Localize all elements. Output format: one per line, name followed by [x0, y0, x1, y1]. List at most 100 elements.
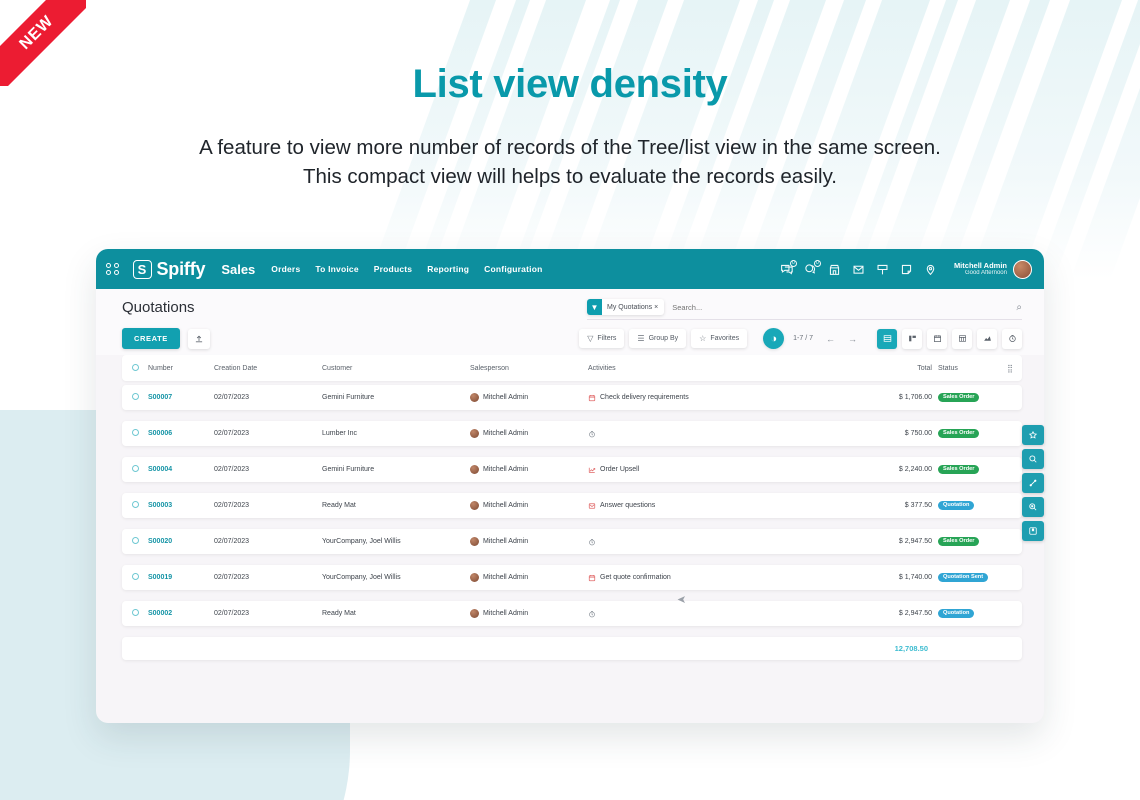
table-row[interactable]: S00006 02/07/2023 Lumber Inc Mitchell Admin… [122, 421, 1022, 446]
search-icon[interactable]: ⌕ [1016, 301, 1022, 313]
row-checkbox[interactable] [132, 393, 148, 402]
status-badge: Quotation [938, 608, 975, 619]
cell-total: $ 2,947.50 [898, 610, 932, 617]
messages-badge: 0 [789, 259, 797, 267]
hero-section: List view density A feature to view more… [0, 0, 1140, 191]
location-pin-icon[interactable] [924, 263, 937, 276]
cell-number[interactable]: S00003 [148, 502, 173, 509]
cell-activities[interactable]: Get quote confirmation [588, 574, 858, 582]
table-row[interactable]: S00019 02/07/2023 YourCompany, Joel Willis… [122, 565, 1022, 590]
menu-item-products[interactable]: Products [373, 264, 413, 274]
page-title: List view density [412, 62, 728, 106]
cell-activities[interactable]: Order Upsell [588, 466, 858, 474]
menu-item-orders[interactable]: Orders [271, 264, 301, 274]
status-badge: Sales Order [938, 464, 980, 475]
filters-button[interactable]: ▽ Filters [579, 329, 625, 348]
cell-activities[interactable] [588, 430, 858, 438]
system-icons: 0 0 Mitchell Admin [780, 259, 1032, 279]
favorite-star-button[interactable] [1022, 425, 1044, 445]
new-ribbon-label: NEW [0, 0, 86, 86]
shop-icon[interactable] [828, 263, 841, 276]
messages-icon[interactable]: 0 [780, 259, 797, 276]
cell-number[interactable]: S00004 [148, 466, 173, 473]
column-header-customer[interactable]: Customer [322, 364, 353, 372]
density-toggle-icon[interactable]: ◑ [763, 328, 785, 349]
row-checkbox[interactable] [132, 537, 148, 546]
apps-grid-icon[interactable] [106, 262, 119, 276]
mail-icon[interactable] [852, 263, 865, 276]
pager-count: 1-7 / 7 [793, 335, 813, 342]
user-menu[interactable]: Mitchell Admin Good Afternoon [954, 259, 1032, 279]
cell-activities[interactable] [588, 538, 858, 546]
arrow-right-icon[interactable]: → [848, 333, 857, 344]
graph-view-icon[interactable] [977, 328, 997, 349]
column-header-creation-date[interactable]: Creation Date [214, 364, 258, 372]
brand-logo[interactable]: S Spiffy [132, 259, 206, 280]
favorites-button[interactable]: ☆ Favorites [691, 329, 748, 348]
activity-label: Order Upsell [600, 466, 640, 473]
discuss-icon[interactable]: 0 [804, 259, 821, 276]
activity-view-icon[interactable] [1002, 328, 1022, 349]
cell-number[interactable]: S00007 [148, 394, 173, 401]
row-checkbox[interactable] [132, 501, 148, 510]
menu-item-reporting[interactable]: Reporting [427, 264, 470, 274]
row-checkbox[interactable] [132, 465, 148, 474]
search-input[interactable] [672, 302, 1017, 312]
cell-number[interactable]: S00006 [148, 430, 173, 437]
clock-icon [588, 430, 596, 438]
kanban-view-icon[interactable] [902, 328, 922, 349]
table-row[interactable]: S00003 02/07/2023 Ready Mat Mitchell Admin A… [122, 493, 1022, 518]
search-facet-my-quotations[interactable]: ▼ My Quotations × [587, 299, 665, 315]
cell-activities[interactable] [588, 610, 858, 618]
cell-number[interactable]: S00019 [148, 574, 173, 581]
column-options-icon[interactable]: ⣿ [1007, 363, 1013, 373]
column-header-status[interactable]: Status [938, 364, 958, 372]
cell-total: $ 2,240.00 [898, 466, 932, 473]
calendar-view-icon[interactable] [927, 328, 947, 349]
cell-activities[interactable]: Check delivery requirements [588, 394, 858, 402]
row-checkbox[interactable] [132, 573, 148, 582]
create-button[interactable]: CREATE [122, 328, 180, 349]
note-icon[interactable] [900, 263, 913, 276]
cell-number[interactable]: S00020 [148, 538, 173, 545]
table-row[interactable]: S00004 02/07/2023 Gemini Furniture Mitchell… [122, 457, 1022, 482]
table-row[interactable]: S00002 02/07/2023 Ready Mat Mitchell Admin $… [122, 601, 1022, 626]
salesperson-name: Mitchell Admin [483, 502, 529, 509]
cell-customer: YourCompany, Joel Willis [322, 538, 401, 545]
app-name-sales[interactable]: Sales [221, 261, 256, 277]
column-header-number[interactable]: Number [148, 364, 173, 372]
column-header-activities[interactable]: Activities [588, 364, 616, 372]
avatar[interactable] [1013, 259, 1032, 279]
column-header-salesperson[interactable]: Salesperson [470, 364, 509, 372]
cell-creation-date: 02/07/2023 [214, 610, 250, 617]
row-checkbox[interactable] [132, 429, 148, 438]
row-checkbox[interactable] [132, 609, 148, 618]
column-header-total[interactable]: Total [917, 364, 932, 372]
search-button[interactable] [1022, 449, 1044, 469]
group-by-label: Group By [648, 335, 679, 342]
filter-funnel-icon: ▼ [587, 299, 602, 315]
clock-icon [588, 610, 596, 618]
avatar [470, 537, 479, 546]
zoom-button[interactable] [1022, 497, 1044, 517]
cell-number[interactable]: S00002 [148, 610, 173, 617]
megaphone-icon[interactable] [876, 263, 889, 276]
table-row[interactable]: S00007 02/07/2023 Gemini Furniture Mitchell… [122, 385, 1022, 410]
menu-item-configuration[interactable]: Configuration [484, 264, 543, 274]
arrow-left-icon[interactable]: ← [826, 333, 835, 344]
list-view-icon[interactable] [877, 328, 897, 349]
pivot-view-icon[interactable] [952, 328, 972, 349]
cell-activities[interactable]: Answer questions [588, 502, 858, 510]
table-row[interactable]: S00020 02/07/2023 YourCompany, Joel Willis… [122, 529, 1022, 554]
table-header: Number Creation Date Customer Salesperso… [122, 355, 1022, 381]
search-bar[interactable]: ▼ My Quotations × ⌕ [587, 299, 1022, 320]
select-all-checkbox[interactable] [132, 363, 148, 373]
upload-icon[interactable] [187, 328, 210, 349]
status-badge: Quotation Sent [938, 572, 989, 583]
menu-item-to-invoice[interactable]: To Invoice [315, 264, 359, 274]
bookmark-button[interactable] [1022, 521, 1044, 541]
group-by-button[interactable]: ☰ Group By [629, 329, 687, 348]
expand-button[interactable] [1022, 473, 1044, 493]
cell-total: $ 1,706.00 [898, 394, 932, 401]
facet-label: My Quotations [607, 303, 653, 311]
